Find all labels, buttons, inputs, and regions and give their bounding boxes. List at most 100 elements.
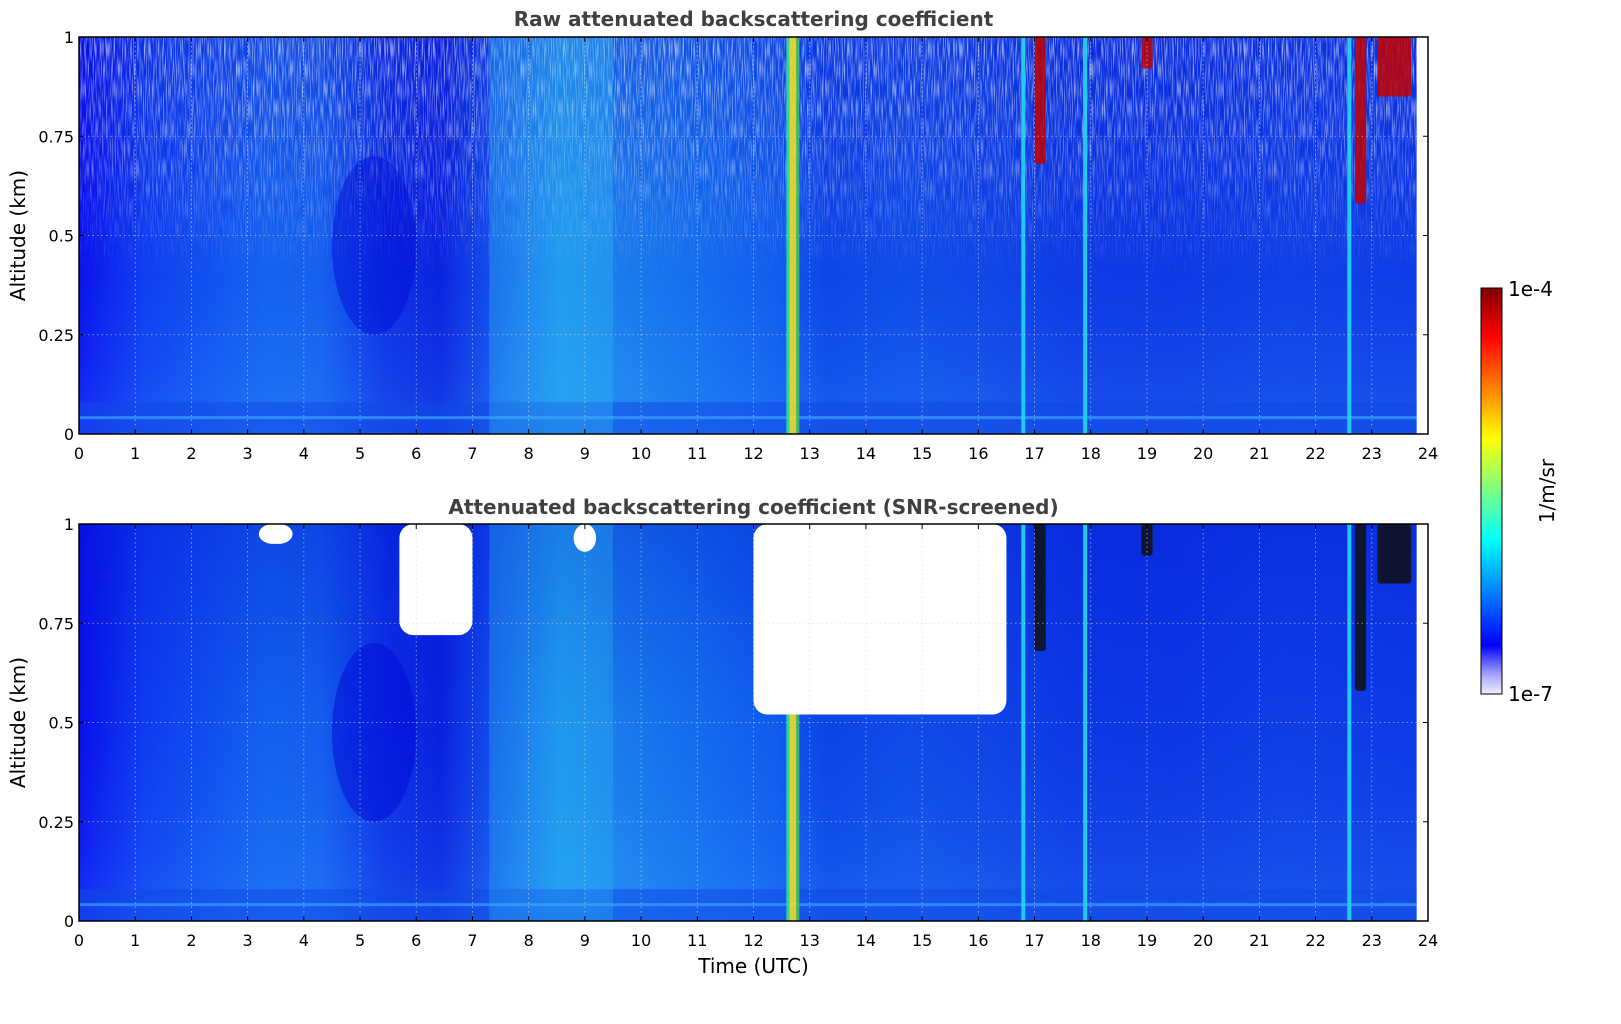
no-data-area — [1416, 37, 1428, 434]
x-tick-label: 15 — [912, 931, 932, 950]
vertical-streak-edge — [796, 524, 800, 921]
x-tick-label: 18 — [1081, 444, 1101, 463]
x-tick-label: 9 — [580, 444, 590, 463]
x-tick-label: 8 — [524, 931, 534, 950]
y-tick-label: 0 — [64, 912, 74, 931]
x-tick-label: 9 — [580, 931, 590, 950]
x-tick-label: 18 — [1081, 931, 1101, 950]
vertical-streak-edge — [786, 37, 790, 434]
y-tick-label: 0.5 — [49, 714, 74, 733]
x-axis-label: Time (UTC) — [697, 954, 809, 978]
surface-layer-line — [79, 903, 1417, 907]
x-tick-label: 21 — [1249, 931, 1269, 950]
x-tick-label: 20 — [1193, 931, 1213, 950]
x-tick-label: 12 — [743, 444, 763, 463]
x-tick-label: 13 — [800, 444, 820, 463]
x-tick-label: 2 — [186, 931, 196, 950]
x-tick-label: 11 — [687, 931, 707, 950]
colorbar-min-label: 1e-7 — [1508, 682, 1553, 706]
screened-region — [753, 524, 1007, 715]
colorbar: 1e-4 1e-7 1/m/sr — [1480, 277, 1559, 706]
y-tick-label: 0.25 — [38, 813, 74, 832]
cloud-signal-screened — [1034, 524, 1046, 652]
x-tick-label: 12 — [743, 931, 763, 950]
x-tick-label: 3 — [243, 444, 253, 463]
vertical-streak — [1021, 37, 1026, 434]
x-tick-label: 5 — [355, 444, 365, 463]
cloud-signal-screened — [1377, 524, 1412, 584]
vertical-streak-edge — [796, 37, 800, 434]
screened-backscatter-panel: 0 1 2 3 4 5 6 7 8 9 10 11 12 13 14 15 16 17 18 19 20 21 22 23 24… — [6, 495, 1438, 978]
cloud-signal — [1377, 37, 1412, 97]
x-tick-label: 5 — [355, 931, 365, 950]
x-tick-label: 7 — [467, 444, 477, 463]
x-tick-label: 6 — [411, 444, 421, 463]
raw-backscatter-panel: 0 1 2 3 4 5 6 7 8 9 10 11 12 13 14 15 16 17 18 19 20 21 22 23 24… — [6, 7, 1438, 463]
x-tick-label: 15 — [912, 444, 932, 463]
cloud-signal — [1354, 37, 1367, 204]
y-tick-label: 0.75 — [38, 127, 74, 146]
x-tick-label: 4 — [299, 931, 309, 950]
x-tick-label: 4 — [299, 444, 309, 463]
x-tick-label: 21 — [1249, 444, 1269, 463]
x-tick-label: 2 — [186, 444, 196, 463]
vertical-streak — [1021, 524, 1026, 921]
heatmap-altitude-shading — [79, 524, 1417, 921]
y-tick-label: 0.25 — [38, 326, 74, 345]
x-tick-label: 24 — [1418, 444, 1438, 463]
cloud-signal-screened — [1141, 524, 1153, 556]
y-tick-label: 1 — [64, 28, 74, 47]
screened-region — [258, 524, 293, 544]
clean-air-region — [331, 643, 417, 822]
x-tick-label: 22 — [1305, 931, 1325, 950]
y-tick-label: 1 — [64, 515, 74, 534]
colorbar-gradient — [1480, 287, 1503, 695]
x-tick-label: 7 — [467, 931, 477, 950]
x-tick-label: 8 — [524, 444, 534, 463]
noise-speckle — [79, 37, 1417, 434]
x-tick-label: 3 — [243, 931, 253, 950]
x-tick-label: 19 — [1137, 444, 1157, 463]
x-tick-label: 19 — [1137, 931, 1157, 950]
cloud-signal — [1034, 37, 1046, 165]
x-tick-label: 14 — [856, 931, 876, 950]
x-tick-label: 0 — [74, 931, 84, 950]
x-tick-label: 1 — [130, 931, 140, 950]
x-tick-label: 17 — [1024, 931, 1044, 950]
colorbar-unit-label: 1/m/sr — [1535, 458, 1559, 523]
x-tick-label: 10 — [631, 931, 651, 950]
x-tick-label: 22 — [1305, 444, 1325, 463]
x-tick-label: 11 — [687, 444, 707, 463]
panel-title: Raw attenuated backscattering coefficien… — [514, 7, 994, 31]
vertical-streak — [1083, 524, 1088, 921]
cloud-signal-screened — [1354, 524, 1367, 691]
vertical-streak — [1083, 37, 1088, 434]
y-tick-label: 0 — [64, 425, 74, 444]
vertical-streak-edge — [786, 524, 790, 921]
x-tick-label: 23 — [1362, 931, 1382, 950]
x-tick-label: 23 — [1362, 444, 1382, 463]
y-axis-label: Altitude (km) — [6, 170, 30, 301]
vertical-streak — [789, 37, 797, 434]
x-tick-label: 1 — [130, 444, 140, 463]
no-data-area — [1416, 524, 1428, 921]
x-tick-label: 24 — [1418, 931, 1438, 950]
x-tick-label: 13 — [800, 931, 820, 950]
x-tick-label: 17 — [1024, 444, 1044, 463]
screened-region — [399, 524, 473, 636]
x-tick-label: 16 — [968, 931, 988, 950]
x-tick-label: 20 — [1193, 444, 1213, 463]
x-tick-label: 14 — [856, 444, 876, 463]
clean-air-region — [331, 156, 417, 335]
cloud-signal — [1141, 37, 1153, 69]
x-tick-label: 16 — [968, 444, 988, 463]
colorbar-max-label: 1e-4 — [1508, 277, 1553, 301]
vertical-streak — [789, 524, 797, 921]
y-tick-label: 0.5 — [49, 227, 74, 246]
panel-title: Attenuated backscattering coefficient (S… — [448, 495, 1058, 519]
y-axis-label: Altitude (km) — [6, 657, 30, 788]
x-tick-label: 6 — [411, 931, 421, 950]
x-tick-label: 10 — [631, 444, 651, 463]
x-tick-label: 0 — [74, 444, 84, 463]
y-tick-label: 0.75 — [38, 614, 74, 633]
